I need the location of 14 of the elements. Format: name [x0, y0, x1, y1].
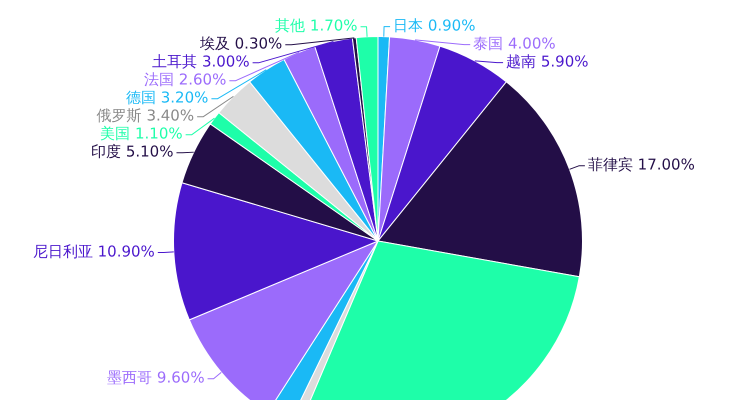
slice-label: 泰国 4.00% — [473, 34, 556, 52]
slice-label: 越南 5.90% — [506, 52, 588, 70]
slice-label: 埃及 0.30% — [198, 34, 282, 53]
slice-label: 法国 2.60% — [144, 70, 226, 89]
slice-label: 其他 1.70% — [275, 16, 358, 35]
slice-label: 俄罗斯 3.40% — [96, 106, 194, 125]
slice-label: 印度 5.10% — [91, 142, 174, 161]
slice-label: 土耳其 3.00% — [152, 52, 250, 71]
slice-label: 美国 1.10% — [100, 124, 183, 143]
slice-label: 德国 3.20% — [126, 88, 208, 107]
slice-label: 墨西哥 9.60% — [107, 368, 205, 387]
slice-label: 尼日利亚 10.90% — [32, 242, 155, 260]
slice-label: 日本 0.90% — [393, 16, 476, 34]
slice-label: 菲律宾 17.00% — [588, 156, 695, 174]
